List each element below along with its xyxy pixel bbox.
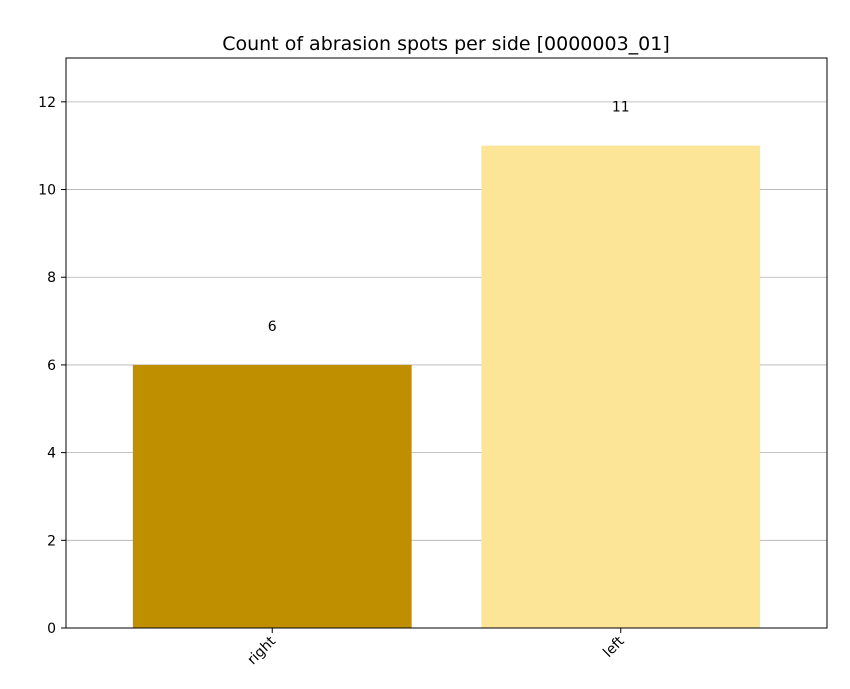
ytick-label-12: 12: [38, 95, 56, 111]
bars: [132, 145, 761, 628]
plot-frame: [65, 57, 828, 629]
data-label-left: 11: [612, 100, 630, 116]
data-labels: 6 11: [268, 100, 630, 335]
data-label-right: 6: [268, 319, 277, 335]
ytick-label-10: 10: [38, 183, 56, 199]
x-axis: right left: [244, 628, 628, 668]
ytick-label-2: 2: [47, 533, 56, 549]
chart-title: Count of abrasion spots per side [000000…: [222, 33, 670, 55]
xtick-label-right: right: [244, 633, 279, 668]
ytick-label-6: 6: [47, 358, 56, 374]
xtick-label-left: left: [600, 633, 628, 661]
bar-right: [132, 364, 412, 628]
y-axis: 0 2 4 6 8 10 12: [38, 95, 66, 637]
ytick-label-8: 8: [47, 270, 56, 286]
bar-left: [481, 145, 761, 628]
ytick-label-0: 0: [47, 621, 56, 637]
ytick-label-4: 4: [47, 446, 56, 462]
